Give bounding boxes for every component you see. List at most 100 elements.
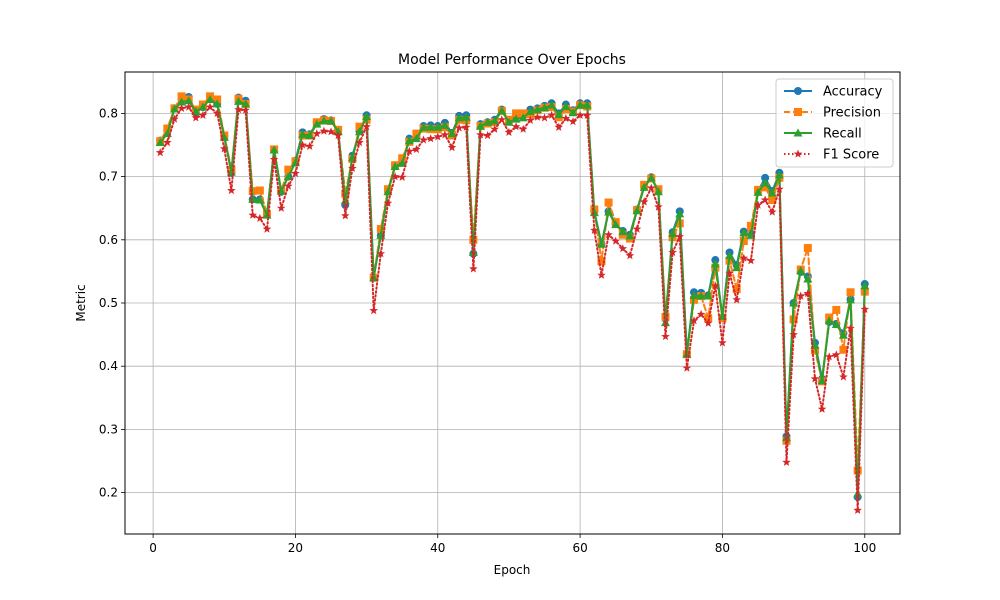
recall-point [739, 228, 749, 237]
f1-score-point [305, 141, 314, 150]
f1-score-point [426, 134, 435, 143]
recall-point [490, 116, 500, 125]
f1-score-point [276, 203, 286, 212]
precision-point [732, 285, 741, 294]
axis-ticks: 0 20 40 60 80 100 0.2 0.3 0.4 0.5 0.6 0.7 0.8 [99, 106, 876, 555]
recall-point [440, 120, 450, 129]
precision-point [604, 198, 613, 207]
f1-score-point [390, 172, 400, 181]
legend-marker-recall [793, 128, 803, 137]
recall-point [646, 173, 656, 182]
recall-point [589, 208, 599, 217]
recall-point [461, 112, 471, 121]
recall-point [781, 433, 791, 442]
f1-score-point [675, 232, 684, 241]
recall-point [817, 376, 827, 385]
recall-point [475, 121, 485, 130]
x-tick-label: 20 [288, 541, 303, 555]
f1-score-point [846, 323, 855, 332]
f1-score-point [191, 113, 201, 122]
accuracy-point [761, 173, 770, 182]
x-tick-label: 80 [715, 541, 730, 555]
recall-point [703, 291, 713, 300]
recall-point [205, 94, 215, 103]
recall-point [547, 100, 557, 109]
f1-score-point [760, 195, 770, 204]
f1-score-point [824, 352, 834, 361]
f1-score-point [597, 270, 606, 279]
recall-point [212, 99, 222, 108]
f1-score-point [255, 213, 265, 222]
f1-score-point [782, 457, 791, 466]
f1-score-point [433, 132, 443, 141]
f1-score-point [526, 115, 535, 124]
precision-point [177, 92, 186, 101]
f1-score-point [440, 130, 450, 139]
recall-point [753, 187, 763, 196]
f1-score-point [725, 268, 734, 277]
recall-point [283, 172, 293, 181]
f1-score-point [853, 505, 862, 514]
f1-score-point [860, 304, 870, 313]
precision-point [739, 237, 748, 246]
recall-point [618, 227, 628, 236]
f1-score-point [198, 110, 208, 119]
precision-point [163, 124, 172, 133]
precision-point [284, 165, 293, 174]
f1-score-point [718, 338, 727, 347]
f1-score-point [789, 330, 798, 339]
recall-point [241, 99, 251, 108]
f1-score-point [817, 404, 827, 413]
f1-score-point [561, 114, 571, 123]
chart-title: Model Performance Over Epochs [398, 52, 626, 68]
f1-score-point [682, 363, 692, 372]
recall-point [838, 330, 848, 339]
recall-point [824, 316, 834, 325]
legend: Accuracy Precision Recall F1 Score [775, 78, 894, 168]
f1-score-point [291, 168, 300, 178]
recall-point [568, 108, 578, 117]
recall-point [483, 117, 493, 126]
recall-line [159, 98, 866, 495]
recall-point [326, 116, 336, 125]
recall-point [362, 112, 372, 121]
f1-score-point [547, 110, 556, 119]
y-tick-label: 0.3 [99, 422, 118, 436]
legend-marker-f1-score [793, 149, 803, 158]
f1-score-point [711, 281, 720, 290]
f1-score-point [768, 207, 777, 216]
recall-point [582, 100, 592, 109]
recall-point [846, 295, 856, 304]
f1-score-point [647, 183, 656, 192]
recall-point [760, 178, 770, 187]
f1-score-point [220, 144, 229, 153]
f1-score-point [832, 350, 841, 359]
f1-score-point [796, 291, 805, 300]
f1-score-point [163, 138, 172, 147]
series-f1-score [155, 102, 870, 514]
y-tick-label: 0.7 [99, 170, 118, 184]
f1-score-point [504, 127, 514, 136]
f1-score-point [212, 108, 222, 117]
precision-point [846, 288, 855, 297]
y-tick-label: 0.2 [99, 486, 118, 500]
precision-point [512, 109, 521, 118]
recall-point [184, 96, 194, 105]
recall-point [369, 273, 379, 282]
recall-point [312, 119, 322, 128]
precision-point [761, 183, 770, 192]
f1-score-point [839, 372, 848, 381]
recall-point [803, 274, 813, 283]
recall-point [397, 158, 407, 167]
f1-score-point [376, 249, 386, 258]
x-tick-label: 60 [572, 541, 587, 555]
legend-label-recall: Recall [823, 127, 862, 142]
precision-point [803, 244, 812, 253]
f1-score-point [483, 131, 492, 140]
recall-point [860, 281, 870, 290]
y-tick-label: 0.6 [99, 233, 118, 247]
recall-point [198, 102, 208, 111]
recall-point [454, 113, 464, 122]
series-layer [155, 92, 870, 514]
f1-score-point [739, 253, 749, 262]
